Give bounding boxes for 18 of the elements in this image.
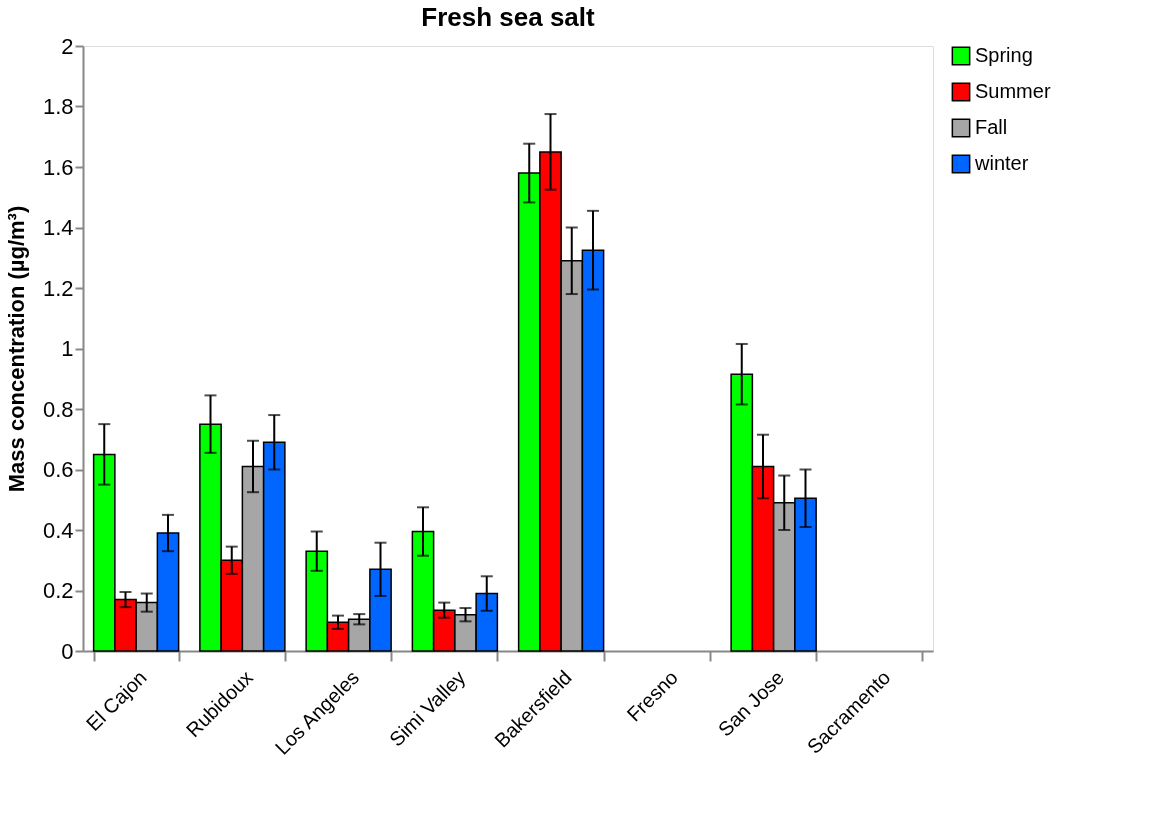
legend-label: Spring [975, 44, 1033, 66]
legend-label: Summer [975, 80, 1051, 102]
y-tick-label: 0.2 [42, 578, 74, 603]
y-tick-label: 0.8 [42, 396, 74, 422]
y-tick-label: 1.4 [42, 215, 74, 240]
y-tick-label: 0 [61, 638, 74, 664]
y-tick-label: 0.4 [42, 517, 74, 543]
y-tick-label: 1.6 [42, 154, 74, 180]
y-tick-label: 1.8 [42, 94, 74, 119]
legend-label: winter [974, 152, 1029, 174]
y-tick-label: 2 [61, 33, 74, 59]
y-tick-label: 0.6 [42, 457, 74, 482]
y-tick-label: 1.2 [42, 275, 74, 301]
y-tick-label: 1 [61, 336, 74, 361]
y-axis-title: Mass concentration (µg/m³) [3, 205, 29, 493]
chart-title: Fresh sea salt [421, 2, 596, 32]
x-tick-label: San Jose [713, 666, 789, 741]
legend-label: Fall [975, 116, 1008, 138]
